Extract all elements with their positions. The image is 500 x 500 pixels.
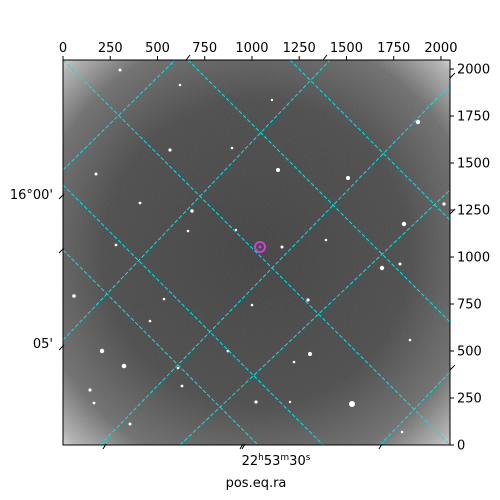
star bbox=[254, 400, 258, 404]
star bbox=[288, 400, 292, 404]
right-tick-label: 250 bbox=[457, 392, 482, 407]
grid-line bbox=[179, 189, 450, 445]
right-tick-label: 1500 bbox=[457, 157, 490, 172]
star bbox=[398, 262, 402, 266]
dec-label-16-00: 16°00' bbox=[10, 188, 53, 203]
star bbox=[346, 176, 350, 180]
star bbox=[408, 338, 412, 342]
right-tick-label: 2000 bbox=[457, 63, 490, 78]
right-pixel-axis: 0 250 500 750 1000 1250 1500 1750 2000 bbox=[450, 63, 490, 454]
right-tick-label: 0 bbox=[457, 439, 465, 454]
star bbox=[118, 68, 122, 72]
star bbox=[415, 119, 421, 125]
star bbox=[92, 401, 96, 405]
star bbox=[349, 401, 355, 407]
star bbox=[128, 422, 132, 426]
star bbox=[138, 201, 142, 205]
star bbox=[401, 221, 407, 227]
grid-line bbox=[63, 249, 259, 445]
star bbox=[168, 148, 172, 152]
right-tick-label: 750 bbox=[457, 298, 482, 313]
star bbox=[148, 319, 152, 323]
star bbox=[176, 366, 180, 370]
star bbox=[114, 243, 118, 247]
top-tick-label: 1750 bbox=[377, 41, 410, 56]
top-tick-label: 2000 bbox=[424, 41, 457, 56]
star bbox=[180, 384, 184, 388]
star bbox=[230, 146, 234, 150]
ra-label: 22h53m30s bbox=[242, 453, 311, 469]
star bbox=[324, 238, 328, 242]
top-tick-label: 250 bbox=[98, 41, 123, 56]
star bbox=[270, 98, 274, 102]
star bbox=[307, 351, 313, 357]
star bbox=[178, 83, 182, 87]
right-tick-label: 1750 bbox=[457, 110, 490, 125]
grid-line bbox=[379, 371, 450, 445]
grid-line bbox=[63, 184, 324, 445]
dec-label-05: 05' bbox=[33, 337, 53, 352]
plot-frame bbox=[62, 59, 451, 446]
star bbox=[379, 265, 385, 271]
grid-line bbox=[289, 60, 450, 221]
grid-line bbox=[63, 60, 331, 341]
top-pixel-axis: 0 250 500 750 1000 1250 1500 1750 2000 bbox=[59, 41, 457, 60]
star bbox=[276, 168, 280, 172]
star bbox=[186, 229, 190, 233]
star bbox=[442, 202, 446, 206]
top-tick-label: 1250 bbox=[283, 41, 316, 56]
top-tick-label: 1500 bbox=[330, 41, 363, 56]
top-tick-label: 500 bbox=[145, 41, 170, 56]
grid-line bbox=[63, 60, 450, 445]
star bbox=[88, 388, 92, 392]
star bbox=[162, 297, 166, 301]
star bbox=[400, 430, 404, 434]
star bbox=[190, 209, 194, 213]
star bbox=[234, 228, 238, 232]
star bbox=[306, 298, 310, 302]
star bbox=[72, 294, 76, 298]
grid-line bbox=[187, 60, 450, 323]
star bbox=[121, 363, 127, 369]
right-tick-label: 1250 bbox=[457, 204, 490, 219]
star bbox=[250, 303, 254, 307]
x-axis-title: pos.eq.ra bbox=[226, 476, 287, 491]
star bbox=[94, 172, 98, 176]
grid-line bbox=[63, 60, 176, 171]
star bbox=[99, 348, 105, 354]
top-tick-label: 1000 bbox=[235, 41, 268, 56]
right-tick-label: 1000 bbox=[457, 251, 490, 266]
right-tick-label: 500 bbox=[457, 345, 482, 360]
star-field bbox=[72, 68, 446, 434]
star bbox=[280, 245, 284, 249]
target-marker bbox=[254, 241, 266, 253]
top-tick-label: 750 bbox=[192, 41, 217, 56]
star bbox=[292, 360, 296, 364]
coordinate-grid bbox=[63, 60, 450, 445]
world-coordinate-ticks bbox=[58, 54, 456, 450]
top-tick-label: 0 bbox=[59, 41, 67, 56]
